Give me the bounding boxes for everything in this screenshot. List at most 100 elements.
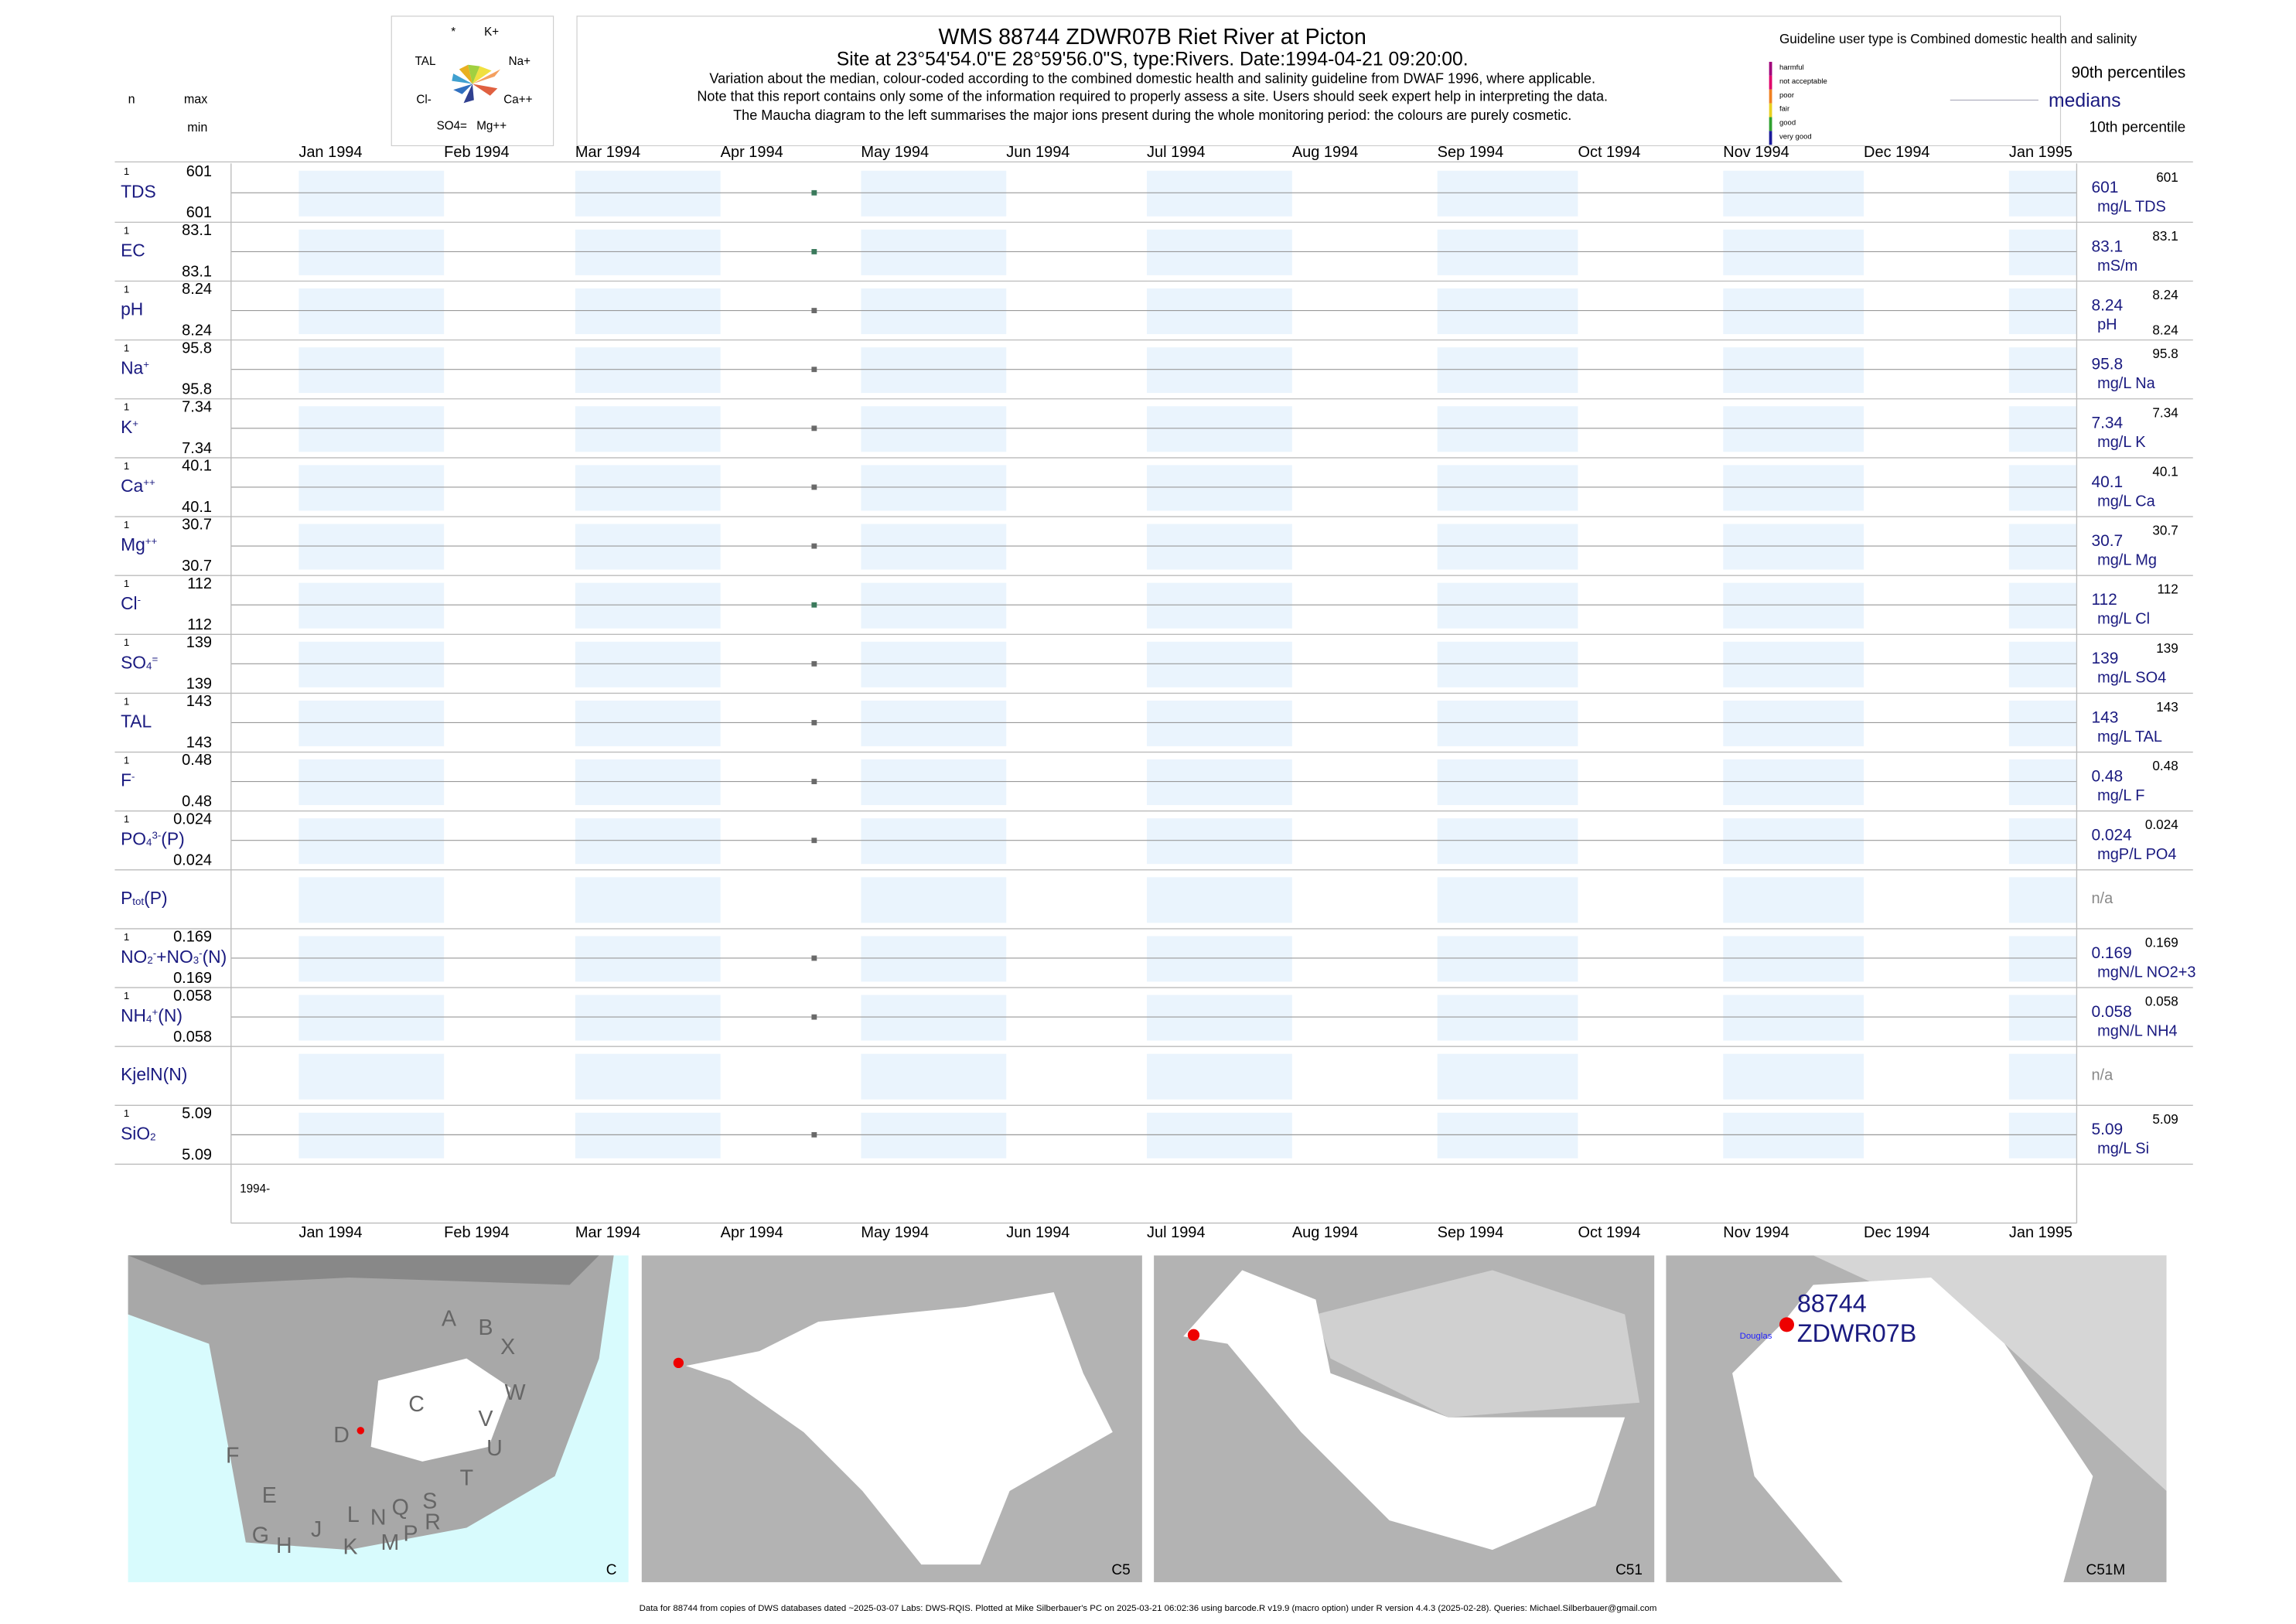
month-band — [861, 170, 1007, 217]
column-min: min — [187, 121, 207, 135]
region-letter: H — [276, 1534, 292, 1558]
p90-value: 0.058 — [2145, 995, 2178, 1009]
region-letter: E — [262, 1483, 277, 1508]
maucha-diagram — [452, 64, 501, 104]
unit: mg/L Ca — [2097, 493, 2156, 510]
sample-point — [811, 1014, 817, 1020]
sample-count: 1 — [124, 1107, 129, 1119]
p90-value: 601 — [2156, 170, 2178, 185]
month-band — [2008, 759, 2077, 806]
label-part: SiO — [121, 1123, 150, 1143]
median-value: 0.48 — [2091, 767, 2123, 785]
label-part: 4 — [146, 660, 152, 672]
month-label-bottom: Aug 1994 — [1292, 1224, 1359, 1241]
min-value: 83.1 — [182, 263, 212, 280]
unit: mg/L Na — [2097, 375, 2156, 392]
month-label-bottom: Nov 1994 — [1723, 1224, 1789, 1241]
site-marker — [1187, 1329, 1200, 1341]
month-band — [1437, 465, 1578, 511]
label-part: pH — [121, 299, 143, 319]
note: Variation about the median, colour-coded… — [709, 71, 1595, 87]
parameter-label: Ca++ — [121, 476, 155, 496]
region-letter: B — [479, 1315, 493, 1340]
max-value: 5.09 — [182, 1105, 212, 1122]
month-band — [1437, 524, 1578, 570]
region-letter: W — [505, 1380, 526, 1405]
month-band — [1437, 995, 1578, 1041]
month-band — [1147, 229, 1292, 275]
min-value: 143 — [186, 734, 212, 751]
month-band — [575, 700, 721, 746]
catchment — [370, 1358, 511, 1462]
label-part: ++ — [143, 476, 155, 488]
month-label-top: Feb 1994 — [444, 144, 509, 161]
month-band — [575, 465, 721, 511]
label-part: (P) — [144, 888, 167, 908]
map-caption: C — [606, 1562, 617, 1578]
catchment — [1732, 1277, 2093, 1582]
sample-point — [811, 189, 817, 196]
month-band — [1723, 995, 1864, 1041]
region-letter: D — [333, 1423, 350, 1448]
not-available: n/a — [2091, 1067, 2113, 1084]
min-value: 0.058 — [173, 1029, 212, 1046]
catchment — [685, 1292, 1113, 1565]
month-band — [2008, 582, 2077, 629]
max-value: 83.1 — [182, 222, 212, 239]
month-band — [1723, 759, 1864, 806]
guideline-title: Guideline user type is Combined domestic… — [1779, 32, 2137, 46]
region-letter: Q — [392, 1495, 409, 1520]
max-value: 8.24 — [182, 281, 212, 298]
guideline-level: very good — [1779, 133, 1812, 142]
sample-point — [811, 660, 817, 667]
month-band — [1437, 288, 1578, 335]
maucha-box — [391, 15, 554, 146]
parameter-label: Ptot(P) — [121, 888, 167, 908]
month-band — [2008, 995, 2077, 1041]
label-part: - — [153, 947, 156, 959]
sample-count: 1 — [124, 695, 129, 707]
month-label-bottom: Feb 1994 — [444, 1224, 509, 1241]
month-band — [1437, 406, 1578, 452]
month-label-top: Jun 1994 — [1006, 144, 1070, 161]
guideline-level: harmful — [1779, 63, 1804, 72]
max-value: 0.058 — [173, 988, 212, 1005]
unit: pH — [2097, 316, 2117, 333]
label-part: EC — [121, 240, 145, 260]
month-band — [1723, 406, 1864, 452]
month-band — [575, 170, 721, 217]
label-part: F — [121, 770, 131, 790]
sample-count: 1 — [124, 636, 129, 648]
p10-value: 8.24 — [2152, 323, 2178, 338]
month-band — [1723, 288, 1864, 335]
parameter-label: Na+ — [121, 358, 149, 378]
parameter-label: NH4+(N) — [121, 1005, 183, 1025]
guideline-swatch — [1769, 89, 1772, 104]
sample-count: 1 — [124, 519, 129, 531]
label-part: - — [199, 947, 202, 959]
unit: mg/L Cl — [2097, 611, 2150, 628]
catchment — [1183, 1270, 1626, 1551]
month-band — [861, 288, 1007, 335]
month-band — [299, 818, 445, 865]
sample-count: 1 — [124, 460, 129, 472]
month-band — [575, 582, 721, 629]
max-value: 601 — [186, 163, 212, 180]
region-letter: N — [370, 1506, 387, 1530]
sample-point — [811, 543, 817, 549]
sample-count: 1 — [124, 343, 129, 354]
town-label: Douglas — [1740, 1332, 1772, 1341]
month-band — [1147, 170, 1292, 217]
month-label-top: Mar 1994 — [575, 144, 640, 161]
month-band — [861, 524, 1007, 570]
p90-value: 30.7 — [2152, 524, 2178, 538]
month-band — [1147, 759, 1292, 806]
month-band — [2008, 641, 2077, 687]
sample-point — [811, 308, 817, 314]
median-value: 5.09 — [2091, 1121, 2123, 1138]
unit: mS/m — [2097, 258, 2137, 275]
label-part: SO — [121, 652, 146, 672]
parameter-label: NO2-+NO3-(N) — [121, 947, 227, 967]
month-band — [2008, 936, 2077, 982]
month-band — [299, 1112, 445, 1158]
